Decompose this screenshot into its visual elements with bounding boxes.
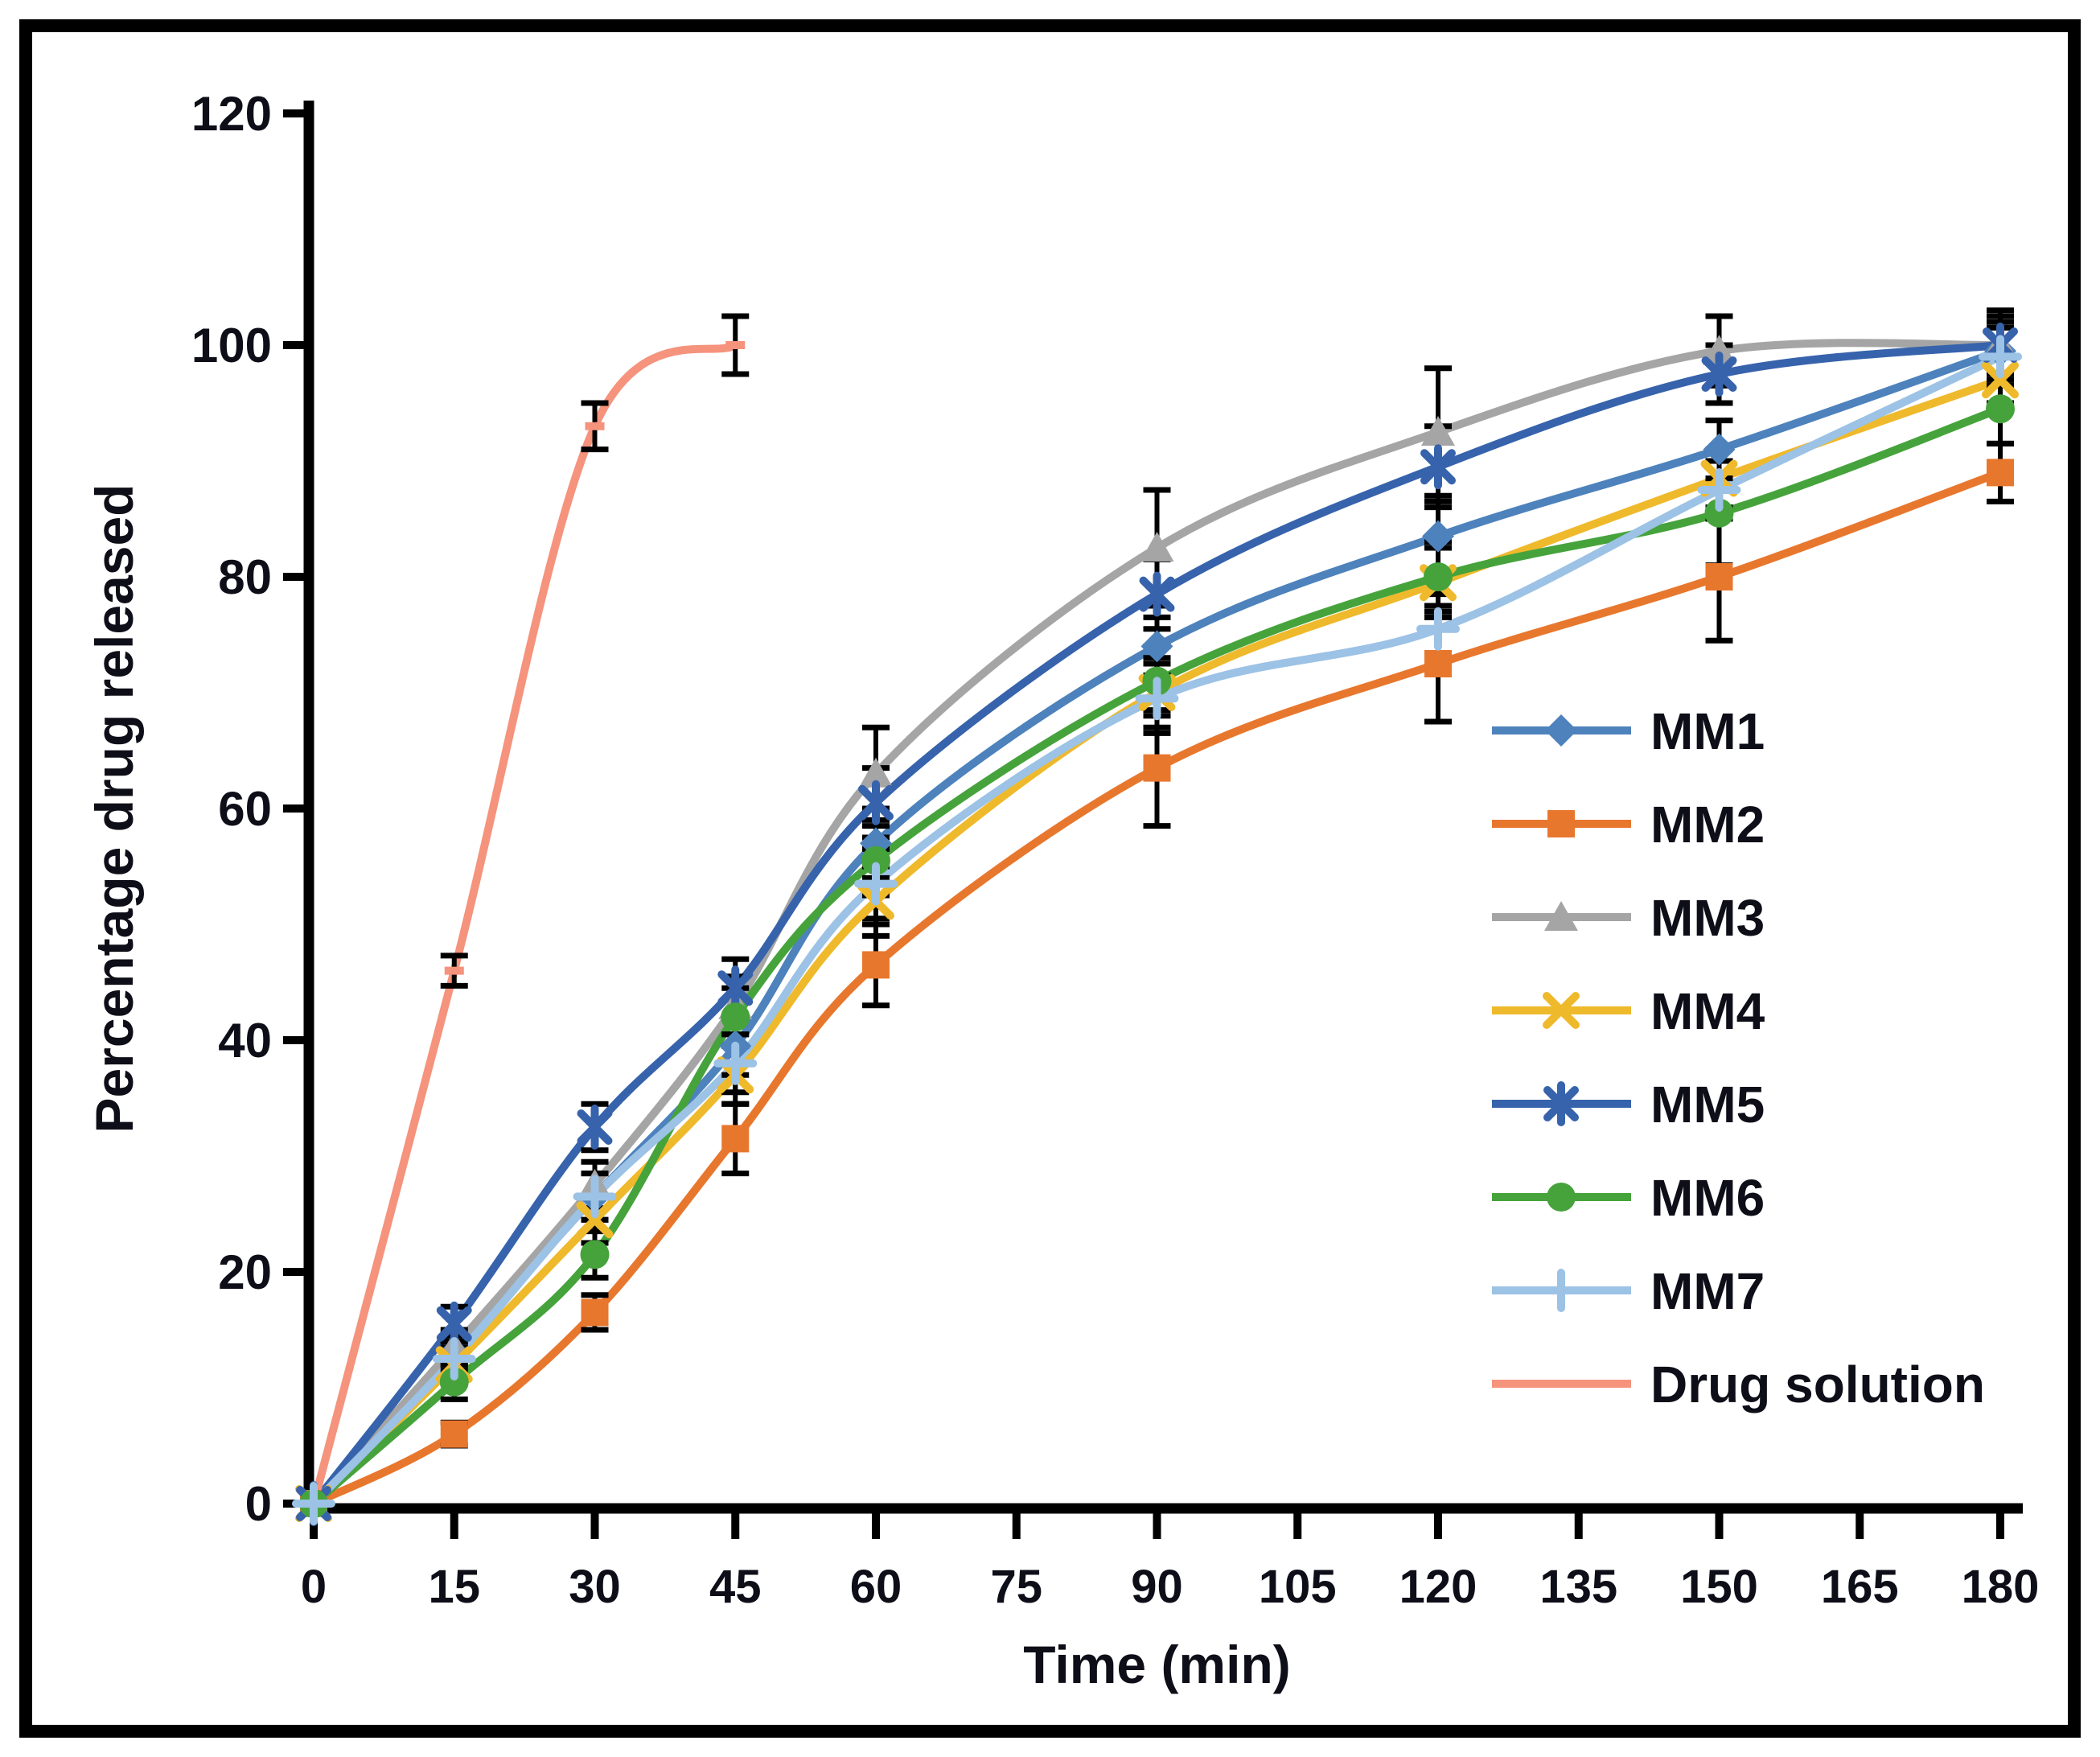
legend-label: MM1: [1650, 702, 1765, 760]
x-tick-label: 165: [1821, 1561, 1899, 1613]
y-tick-label: 20: [218, 1245, 272, 1299]
x-tick-label: 30: [569, 1561, 621, 1613]
legend-label: Drug solution: [1650, 1356, 1985, 1413]
y-tick-label: 80: [218, 550, 272, 604]
legend-label: MM2: [1650, 796, 1765, 854]
x-axis-ticks: 0 15 30 45 60 75 90 105 120 135 150 165 180: [301, 1513, 2040, 1613]
series-line-mm3: [310, 339, 2004, 1508]
legend-item-mm2: MM2: [1492, 796, 1765, 854]
series-line-mm6: [310, 405, 2004, 1508]
legend-item-mm5: MM5: [1492, 1076, 1765, 1134]
legend-label: MM7: [1650, 1262, 1765, 1320]
x-tick-label: 60: [850, 1561, 902, 1613]
x-tick-label: 45: [709, 1561, 762, 1613]
x-tick-label: 0: [301, 1561, 327, 1613]
x-tick-label: 75: [990, 1561, 1042, 1613]
error-bars: [440, 307, 2014, 1449]
series-line-mm5: [310, 341, 2004, 1508]
series-markers-drug-solution: [444, 341, 746, 975]
y-tick-label: 60: [218, 782, 272, 836]
legend-item-mm6: MM6: [1492, 1169, 1765, 1227]
x-tick-label: 15: [428, 1561, 480, 1613]
axes: 0 15 30 45 60 75 90 105 120 135 150 165 180 0 20 40 60 80…: [191, 87, 2040, 1613]
x-tick-label: 105: [1259, 1561, 1337, 1613]
y-tick-label: 40: [218, 1014, 272, 1068]
series-line-mm7: [310, 352, 2004, 1508]
y-axis-ticks: 0 20 40 60 80 100 120: [191, 87, 309, 1531]
x-tick-label: 120: [1399, 1561, 1477, 1613]
y-tick-label: 100: [191, 319, 272, 372]
x-tick-label: 180: [1962, 1561, 2040, 1613]
series-markers-mm6: [299, 394, 2015, 1518]
legend-item-mm3: MM3: [1492, 889, 1765, 947]
y-tick-label: 0: [245, 1477, 272, 1531]
legend-label: MM4: [1650, 982, 1765, 1040]
series-line-mm4: [310, 376, 2004, 1508]
legend-item-drug-solution: Drug solution: [1492, 1356, 1985, 1413]
series-markers-mm7: [292, 335, 2022, 1525]
x-tick-label: 150: [1680, 1561, 1758, 1613]
x-tick-label: 90: [1131, 1561, 1183, 1613]
legend-item-mm7: MM7: [1492, 1262, 1765, 1320]
legend-label: MM5: [1650, 1076, 1765, 1134]
figure-border: [19, 19, 2081, 1738]
series-line-drug-solution: [310, 341, 740, 1508]
legend-label: MM6: [1650, 1169, 1765, 1227]
legend-item-mm4: MM4: [1492, 982, 1765, 1040]
legend-label: MM3: [1650, 889, 1765, 947]
x-axis-title: Time (min): [1023, 1635, 1290, 1694]
series-lines: [310, 339, 2004, 1508]
series-markers: [292, 323, 2022, 1526]
x-tick-label: 135: [1539, 1561, 1617, 1613]
y-axis-title: Percentage drug released: [84, 483, 144, 1133]
legend: MM1 MM2 MM3 MM4 MM5 MM6 MM7 Drug solution: [1492, 702, 1985, 1413]
legend-item-mm1: MM1: [1492, 702, 1765, 760]
series-markers-mm2: [300, 459, 2014, 1517]
series-line-mm2: [310, 468, 2004, 1508]
y-tick-label: 120: [191, 87, 272, 141]
